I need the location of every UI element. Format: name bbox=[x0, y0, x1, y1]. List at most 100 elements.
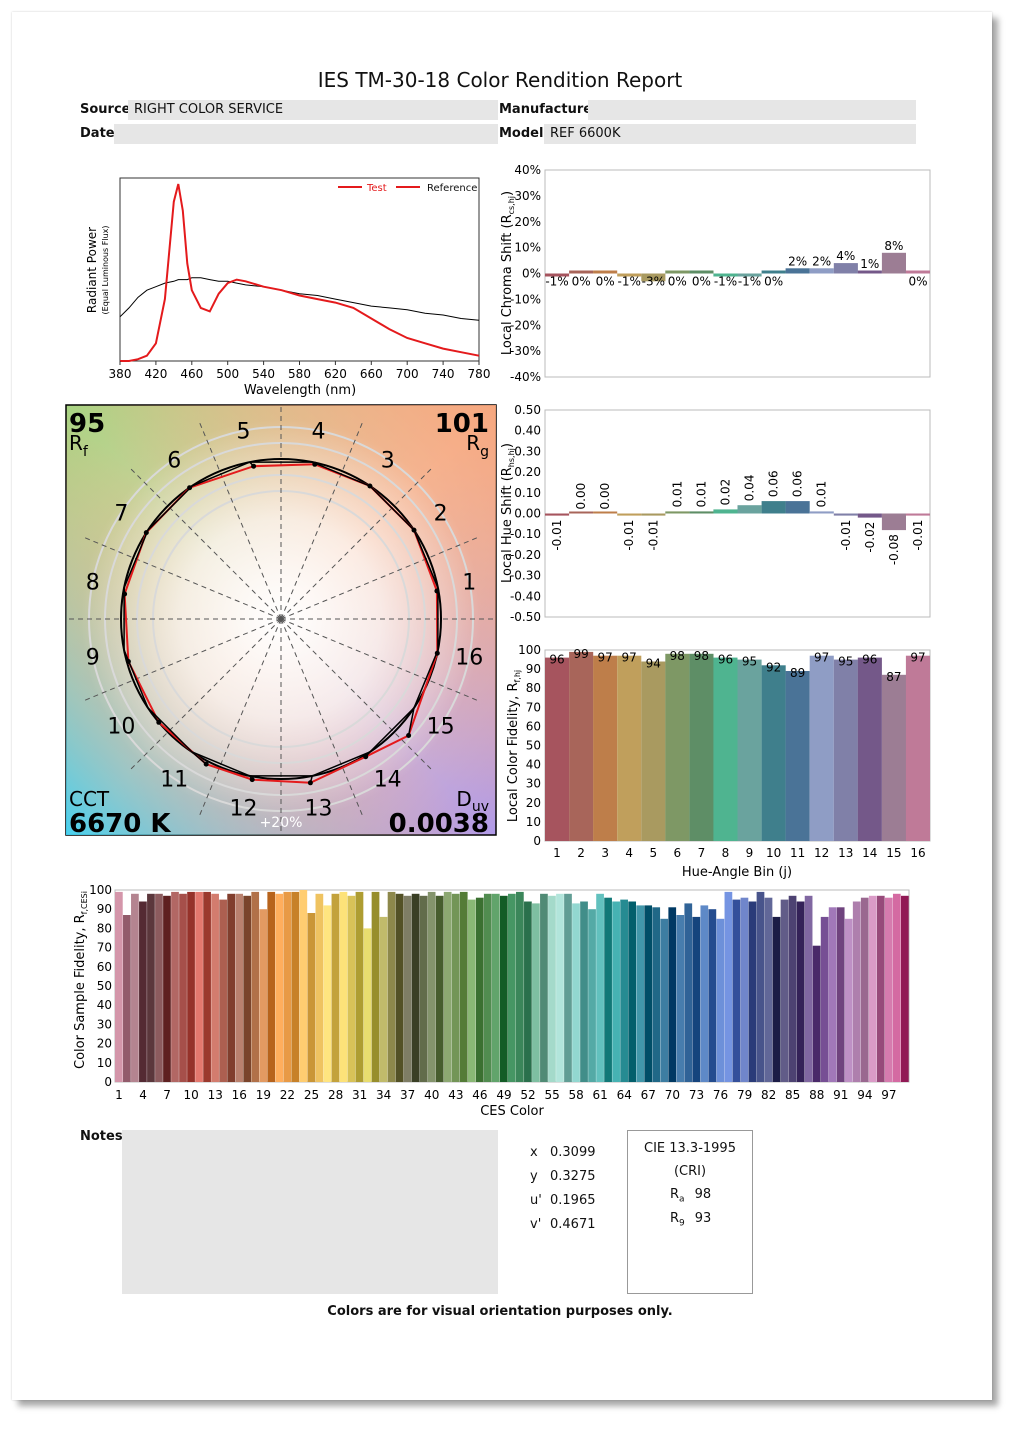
duv-value: 0.0038 bbox=[389, 809, 489, 836]
bin-value-label: 97 bbox=[814, 651, 829, 665]
bin-value-label: -0.08 bbox=[887, 534, 901, 565]
bin-value-label: 98 bbox=[694, 649, 709, 663]
bin-value-label: 0.01 bbox=[694, 481, 708, 508]
bin-value-label: -0.01 bbox=[646, 520, 660, 551]
ces-bar-26 bbox=[315, 893, 324, 1082]
bin-bar-16 bbox=[905, 513, 930, 516]
cvg-bin-label: 14 bbox=[374, 768, 402, 793]
bin-bar-3 bbox=[593, 270, 618, 274]
ces-bar-95 bbox=[868, 895, 877, 1082]
cvg-arrow-head bbox=[406, 733, 412, 738]
bin-value-label: 0% bbox=[572, 275, 591, 289]
bin-xtick-label: 13 bbox=[838, 846, 853, 860]
ces-xtick-label: 64 bbox=[617, 1088, 632, 1102]
ces-bar-35 bbox=[387, 891, 396, 1082]
ces-bar-65 bbox=[628, 901, 637, 1082]
ces-xtick-label: 58 bbox=[569, 1088, 584, 1102]
bin-bar-1 bbox=[545, 657, 570, 841]
ces-bar-36 bbox=[395, 893, 404, 1082]
ces-xtick-label: 31 bbox=[352, 1088, 367, 1102]
ces-bar-42 bbox=[443, 891, 452, 1082]
ytick-label: 50 bbox=[526, 739, 541, 753]
ces-xtick-label: 28 bbox=[328, 1088, 343, 1102]
ces-bar-62 bbox=[604, 897, 612, 1082]
bin-bar-10 bbox=[761, 270, 786, 274]
bin-bar-8 bbox=[713, 657, 738, 841]
bin-xtick-label: 1 bbox=[553, 846, 561, 860]
ces-xtick-label: 88 bbox=[809, 1088, 824, 1102]
ytick-label: -0.10 bbox=[510, 527, 541, 541]
ces-bar-15 bbox=[227, 893, 235, 1082]
ces-bar-82 bbox=[764, 897, 773, 1082]
ces-bar-74 bbox=[700, 905, 709, 1082]
spectrum-line-reference bbox=[119, 277, 480, 321]
bin-value-label: -3% bbox=[642, 275, 665, 289]
ces-bar-86 bbox=[796, 901, 805, 1082]
spectrum-ylabel: Radiant Power bbox=[85, 227, 99, 313]
bin-value-label: 94 bbox=[646, 657, 661, 671]
ces-xtick-label: 55 bbox=[544, 1088, 559, 1102]
cvg-arrow-head bbox=[434, 650, 440, 656]
ces-bar-6 bbox=[155, 893, 163, 1082]
ces-bar-60 bbox=[588, 909, 596, 1082]
ces-xtick-label: 49 bbox=[496, 1088, 511, 1102]
ces-bar-18 bbox=[251, 891, 260, 1082]
ces-bar-55 bbox=[548, 895, 556, 1082]
cvg-arrow-head bbox=[125, 659, 131, 664]
ces-bar-41 bbox=[435, 895, 444, 1082]
manufacturer-field[interactable] bbox=[588, 100, 916, 120]
ces-bar-40 bbox=[427, 891, 436, 1082]
ces-bar-47 bbox=[483, 893, 492, 1082]
ces-bar-79 bbox=[740, 897, 749, 1082]
local-fidelity-xlabel: Hue-Angle Bin (j) bbox=[682, 865, 792, 880]
ces-bar-51 bbox=[516, 891, 524, 1082]
ces-bar-1 bbox=[115, 891, 123, 1082]
bin-bar-15 bbox=[881, 674, 906, 841]
bin-bar-14 bbox=[857, 270, 882, 274]
cri-box: CIE 13.3-1995 (CRI) Ra 98 R9 93 bbox=[627, 1130, 753, 1294]
ytick-label: 70 bbox=[526, 700, 541, 714]
ces-bar-56 bbox=[556, 893, 564, 1082]
ces-bar-58 bbox=[572, 903, 580, 1082]
cvg-bin-label: 2 bbox=[434, 501, 448, 526]
rf-label: Rf bbox=[69, 431, 89, 460]
ces-bar-43 bbox=[451, 893, 460, 1082]
ces-bar-64 bbox=[620, 899, 628, 1082]
model-field[interactable]: REF 6600K bbox=[544, 124, 916, 144]
notes-field[interactable] bbox=[122, 1130, 498, 1294]
ces-bar-77 bbox=[724, 891, 733, 1082]
source-field[interactable]: RIGHT COLOR SERVICE bbox=[128, 100, 498, 120]
bin-bar-5 bbox=[641, 661, 666, 841]
bin-value-label: -0.01 bbox=[622, 520, 636, 551]
cvg-arrow-head bbox=[307, 780, 313, 786]
bin-value-label: 89 bbox=[790, 666, 805, 680]
date-field[interactable] bbox=[114, 124, 498, 144]
bin-value-label: 96 bbox=[549, 653, 564, 667]
ces-xtick-label: 97 bbox=[881, 1088, 896, 1102]
bin-bar-6 bbox=[665, 270, 690, 274]
cvg-bin-label: 3 bbox=[381, 448, 395, 473]
bin-value-label: 0.06 bbox=[767, 470, 781, 497]
ces-xtick-label: 34 bbox=[376, 1088, 391, 1102]
ytick-label: 40 bbox=[526, 758, 541, 772]
bin-value-label: -0.01 bbox=[550, 520, 564, 551]
ces-bar-28 bbox=[331, 893, 340, 1082]
v-label: v' bbox=[530, 1217, 542, 1232]
bin-value-label: 0% bbox=[764, 275, 783, 289]
bin-value-label: -1% bbox=[618, 275, 641, 289]
spectrum-ylabel-sub: (Equal Luminous Flux) bbox=[101, 226, 110, 315]
spectrum-xtick-label: 740 bbox=[432, 367, 455, 381]
ces-bar-81 bbox=[756, 891, 765, 1082]
bin-xtick-label: 10 bbox=[766, 846, 781, 860]
bin-bar-5 bbox=[641, 513, 666, 516]
ytick-label: 0.30 bbox=[514, 444, 541, 458]
bin-xtick-label: 11 bbox=[790, 846, 805, 860]
spectrum-xtick-label: 540 bbox=[252, 367, 275, 381]
ces-bar-71 bbox=[676, 915, 685, 1082]
spectrum-xtick-label: 780 bbox=[468, 367, 491, 381]
ces-xtick-label: 37 bbox=[400, 1088, 415, 1102]
bin-bar-9 bbox=[737, 505, 762, 514]
bin-bar-7 bbox=[689, 270, 714, 274]
ces-bar-98 bbox=[892, 893, 901, 1082]
